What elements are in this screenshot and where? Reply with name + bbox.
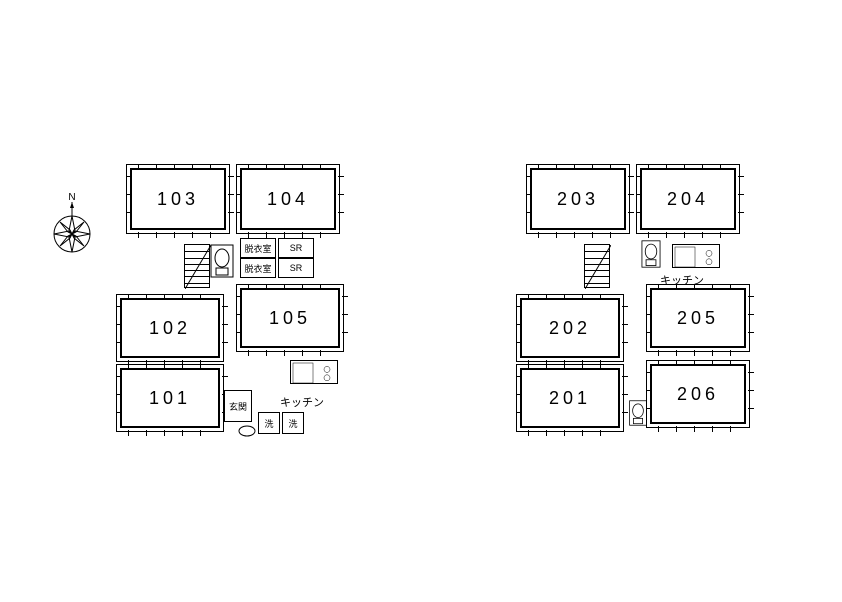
- small-room-wash1: 洗: [258, 412, 280, 434]
- room-label: 102: [149, 318, 191, 339]
- floor-1: 103104102105101脱衣室脱衣室SRSR玄関洗洗キッチン: [120, 168, 350, 448]
- room-204: 204: [640, 168, 736, 230]
- compass: N: [42, 190, 102, 260]
- room-205: 205: [650, 288, 746, 348]
- room-label: 204: [667, 189, 709, 210]
- small-room-label: 洗: [264, 417, 273, 430]
- small-room-label: SR: [290, 263, 303, 273]
- small-room-label: 脱衣室: [244, 242, 271, 255]
- room-201: 201: [520, 368, 620, 428]
- small-room-dressing1: 脱衣室: [240, 238, 276, 258]
- basin-icon: [238, 424, 256, 442]
- room-202: 202: [520, 298, 620, 358]
- small-room-entrance: 玄関: [224, 390, 252, 422]
- small-room-sr2: SR: [278, 258, 314, 278]
- room-105: 105: [240, 288, 340, 348]
- room-label: 105: [269, 308, 311, 329]
- room-label: 202: [549, 318, 591, 339]
- kitchen-counter: [290, 360, 338, 384]
- label-kitchen: キッチン: [660, 272, 704, 288]
- small-room-label: 玄関: [229, 400, 247, 413]
- kitchen-counter: [672, 244, 720, 268]
- small-room-label: 脱衣室: [244, 262, 271, 275]
- small-room-label: SR: [290, 243, 303, 253]
- compass-north-label: N: [68, 192, 75, 203]
- toilet-icon: [628, 400, 648, 426]
- toilet-icon: [640, 240, 662, 268]
- room-103: 103: [130, 168, 226, 230]
- stairs: [584, 244, 610, 288]
- room-203: 203: [530, 168, 626, 230]
- room-label: 104: [267, 189, 309, 210]
- room-label: 101: [149, 388, 191, 409]
- toilet-icon: [210, 244, 234, 278]
- small-room-sr1: SR: [278, 238, 314, 258]
- room-label: 201: [549, 388, 591, 409]
- label-kitchen: キッチン: [280, 394, 324, 410]
- room-104: 104: [240, 168, 336, 230]
- room-102: 102: [120, 298, 220, 358]
- room-label: 205: [677, 308, 719, 329]
- small-room-wash2: 洗: [282, 412, 304, 434]
- floor-2: 203 204 202 205 201 206 キッチン: [520, 168, 750, 448]
- stairs: [184, 244, 210, 288]
- room-101: 101: [120, 368, 220, 428]
- small-room-dressing2: 脱衣室: [240, 258, 276, 278]
- room-206: 206: [650, 364, 746, 424]
- room-label: 103: [157, 189, 199, 210]
- small-room-label: 洗: [288, 417, 297, 430]
- room-label: 203: [557, 189, 599, 210]
- room-label: 206: [677, 384, 719, 405]
